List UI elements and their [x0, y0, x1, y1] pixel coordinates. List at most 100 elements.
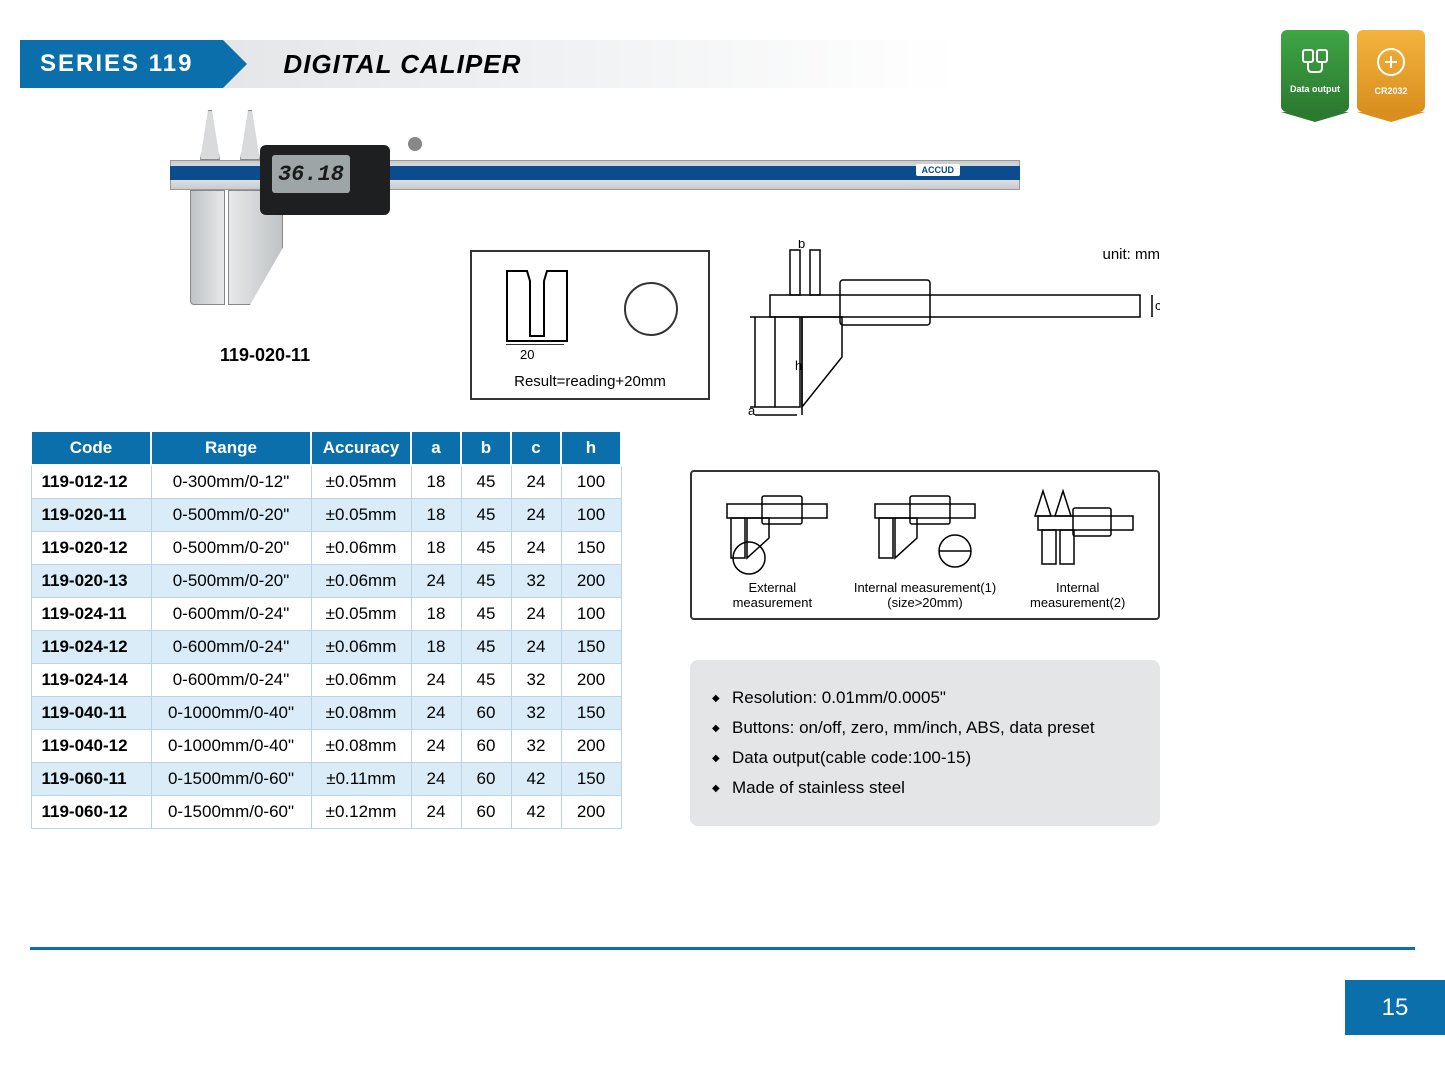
table-row: 119-040-110-1000mm/0-40"±0.08mm246032150 — [31, 697, 621, 730]
table-cell: 24 — [411, 730, 461, 763]
table-row: 119-012-120-300mm/0-12"±0.05mm184524100 — [31, 465, 621, 499]
table-cell: ±0.06mm — [311, 565, 411, 598]
page-title: DIGITAL CALIPER — [283, 49, 521, 80]
table-cell: 150 — [561, 763, 621, 796]
measurement-external: External measurement — [696, 486, 849, 610]
table-cell: 200 — [561, 730, 621, 763]
col-a: a — [411, 431, 461, 465]
meas-label: Internal measurement(1) (size>20mm) — [849, 580, 1002, 610]
table-cell: 200 — [561, 565, 621, 598]
table-cell: 119-024-14 — [31, 664, 151, 697]
table-cell: 0-500mm/0-20" — [151, 532, 311, 565]
battery-badge: CR2032 — [1357, 30, 1425, 112]
table-cell: 18 — [411, 465, 461, 499]
table-row: 119-024-120-600mm/0-24"±0.06mm184524150 — [31, 631, 621, 664]
table-cell: 100 — [561, 499, 621, 532]
table-cell: ±0.12mm — [311, 796, 411, 829]
unit-label: unit: mm — [1102, 246, 1160, 263]
table-row: 119-060-120-1500mm/0-60"±0.12mm246042200 — [31, 796, 621, 829]
table-cell: 100 — [561, 465, 621, 499]
table-cell: 0-600mm/0-24" — [151, 598, 311, 631]
table-row: 119-024-140-600mm/0-24"±0.06mm244532200 — [31, 664, 621, 697]
table-row: 119-020-110-500mm/0-20"±0.05mm184524100 — [31, 499, 621, 532]
table-cell: 0-600mm/0-24" — [151, 664, 311, 697]
measurement-types: External measurement Internal measuremen… — [690, 470, 1160, 620]
table-cell: 24 — [511, 631, 561, 664]
product-caption: 119-020-11 — [220, 345, 310, 366]
table-cell: 18 — [411, 499, 461, 532]
table-cell: 150 — [561, 532, 621, 565]
table-cell: 119-012-12 — [31, 465, 151, 499]
col-accuracy: Accuracy — [311, 431, 411, 465]
table-cell: 119-020-12 — [31, 532, 151, 565]
table-header-row: Code Range Accuracy a b c h — [31, 431, 621, 465]
table-cell: 60 — [461, 730, 511, 763]
feature-item: Buttons: on/off, zero, mm/inch, ABS, dat… — [712, 718, 1138, 738]
table-cell: 60 — [461, 763, 511, 796]
table-cell: 0-1500mm/0-60" — [151, 796, 311, 829]
result-caption: Result=reading+20mm — [472, 373, 708, 390]
features-box: Resolution: 0.01mm/0.0005"Buttons: on/of… — [690, 660, 1160, 826]
title-strip: DIGITAL CALIPER — [223, 40, 1445, 88]
data-output-label: Data output — [1290, 84, 1340, 94]
lcd-reading: 36.18 — [272, 155, 350, 193]
table-cell: 119-060-12 — [31, 796, 151, 829]
table-cell: 18 — [411, 532, 461, 565]
table-cell: ±0.05mm — [311, 499, 411, 532]
table-cell: ±0.08mm — [311, 697, 411, 730]
table-cell: 24 — [411, 565, 461, 598]
col-h: h — [561, 431, 621, 465]
table-cell: 119-024-11 — [31, 598, 151, 631]
table-cell: 45 — [461, 598, 511, 631]
measurement-internal-2: Internal measurement(2) — [1001, 486, 1154, 610]
table-cell: 0-300mm/0-12" — [151, 465, 311, 499]
table-cell: 0-500mm/0-20" — [151, 499, 311, 532]
table-cell: 150 — [561, 697, 621, 730]
dimension-schematic: unit: mm a b c h — [740, 240, 1160, 420]
dimension-label: 20 — [520, 347, 534, 362]
data-output-badge: Data output — [1281, 30, 1349, 112]
table-cell: 0-1000mm/0-40" — [151, 730, 311, 763]
table-cell: ±0.06mm — [311, 532, 411, 565]
table-cell: 32 — [511, 664, 561, 697]
caliper-display-unit: 36.18 — [260, 145, 390, 215]
table-cell: 24 — [511, 532, 561, 565]
table-cell: 119-060-11 — [31, 763, 151, 796]
col-code: Code — [31, 431, 151, 465]
table-row: 119-020-120-500mm/0-20"±0.06mm184524150 — [31, 532, 621, 565]
feature-item: Made of stainless steel — [712, 778, 1138, 798]
table-cell: 0-500mm/0-20" — [151, 565, 311, 598]
header: SERIES 119 DIGITAL CALIPER — [20, 40, 1445, 88]
table-cell: 119-020-11 — [31, 499, 151, 532]
table-cell: 200 — [561, 664, 621, 697]
table-cell: 119-020-13 — [31, 565, 151, 598]
dim-h: h — [795, 358, 802, 373]
col-c: c — [511, 431, 561, 465]
table-cell: 18 — [411, 631, 461, 664]
table-cell: 24 — [411, 697, 461, 730]
series-tab: SERIES 119 — [20, 40, 223, 88]
table-cell: 200 — [561, 796, 621, 829]
table-cell: 45 — [461, 631, 511, 664]
table-cell: 0-1000mm/0-40" — [151, 697, 311, 730]
table-cell: 32 — [511, 730, 561, 763]
table-cell: ±0.06mm — [311, 664, 411, 697]
table-cell: ±0.05mm — [311, 598, 411, 631]
table-cell: 119-040-11 — [31, 697, 151, 730]
table-cell: 45 — [461, 532, 511, 565]
battery-label: CR2032 — [1374, 86, 1407, 96]
meas-label: Internal measurement(2) — [1001, 580, 1154, 610]
table-cell: 45 — [461, 664, 511, 697]
features-list: Resolution: 0.01mm/0.0005"Buttons: on/of… — [712, 688, 1138, 798]
footer-rule — [30, 947, 1415, 950]
table-cell: 42 — [511, 763, 561, 796]
table-cell: 24 — [511, 598, 561, 631]
dim-b: b — [798, 240, 805, 251]
table-cell: 60 — [461, 796, 511, 829]
usb-icon — [1300, 48, 1330, 80]
table-cell: 150 — [561, 631, 621, 664]
table-cell: ±0.06mm — [311, 631, 411, 664]
table-row: 119-040-120-1000mm/0-40"±0.08mm246032200 — [31, 730, 621, 763]
col-range: Range — [151, 431, 311, 465]
badges: Data output CR2032 — [1281, 30, 1425, 112]
